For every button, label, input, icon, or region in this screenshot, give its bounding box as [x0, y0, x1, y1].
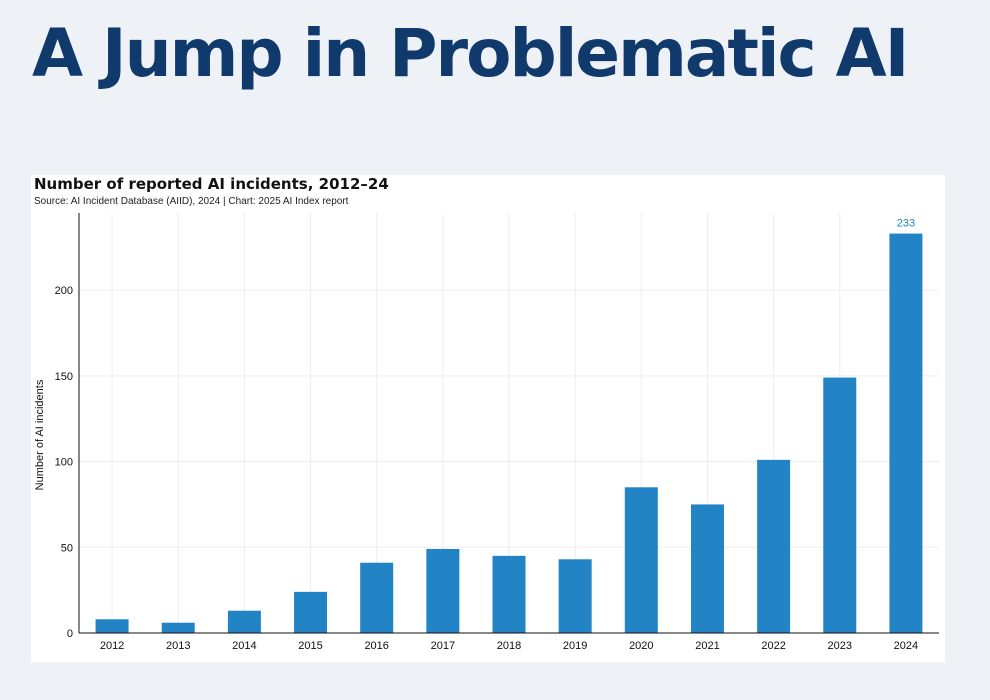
y-tick-label: 150	[55, 371, 73, 383]
x-tick-label: 2015	[298, 640, 322, 652]
bar-2022	[757, 459, 791, 633]
data-label-2024: 233	[897, 218, 915, 230]
bar-2023	[823, 377, 857, 633]
y-tick-labels: 0 50 100 150 200	[55, 285, 73, 640]
bar-2015	[294, 591, 328, 633]
x-tick-label: 2017	[431, 640, 455, 652]
bar-2013	[161, 622, 195, 633]
y-tick-label: 0	[67, 628, 73, 640]
x-tick-label: 2014	[232, 640, 256, 652]
bar-2019	[558, 559, 592, 633]
x-tick-label: 2020	[629, 640, 653, 652]
chart-card: Number of reported AI incidents, 2012–24…	[31, 175, 945, 662]
x-tick-label: 2018	[497, 640, 521, 652]
bar-2018	[492, 555, 526, 633]
x-tick-label: 2013	[166, 640, 190, 652]
x-tick-label: 2012	[100, 640, 124, 652]
slide-title: A Jump in Problematic AI	[32, 15, 909, 92]
x-tick-labels: 2012 2013 2014 2015 2016 2017 2018 2019 2020 2021…	[100, 640, 918, 652]
bars	[95, 233, 923, 634]
data-labels: 233	[897, 218, 915, 230]
chart-title: Number of reported AI incidents, 2012–24	[34, 175, 389, 193]
y-tick-label: 200	[55, 285, 73, 297]
x-tick-label: 2019	[563, 640, 587, 652]
x-tick-label: 2016	[364, 640, 388, 652]
y-axis-title: Number of AI incidents	[34, 379, 46, 490]
bar-2012	[95, 619, 129, 633]
x-tick-label: 2022	[761, 640, 785, 652]
x-tick-label: 2024	[894, 640, 918, 652]
bar-2014	[227, 610, 261, 633]
axes	[78, 213, 939, 634]
bar-2021	[690, 504, 724, 633]
chart-source: Source: AI Incident Database (AIID), 202…	[34, 196, 349, 207]
y-tick-label: 100	[55, 457, 73, 469]
bar-2020	[624, 487, 658, 633]
x-tick-label: 2021	[695, 640, 719, 652]
bar-2024	[889, 233, 923, 634]
y-tick-label: 50	[61, 542, 73, 554]
bar-2016	[360, 562, 394, 633]
x-tick-label: 2023	[828, 640, 852, 652]
bar-2017	[426, 549, 460, 633]
